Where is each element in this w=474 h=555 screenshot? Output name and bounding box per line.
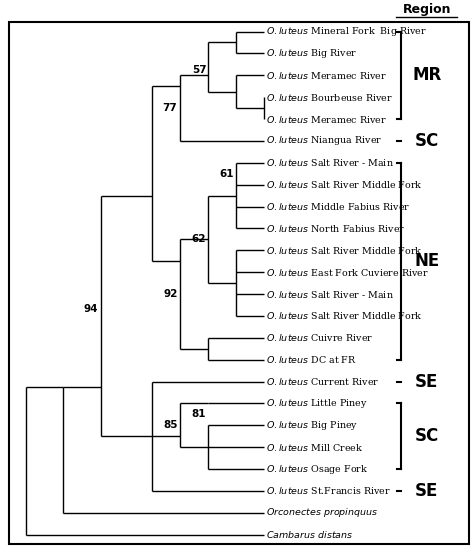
Text: $\mathit{O.luteus}$ Middle Fabius River: $\mathit{O.luteus}$ Middle Fabius River <box>265 201 410 212</box>
Text: 81: 81 <box>192 410 206 420</box>
Text: 61: 61 <box>220 169 234 179</box>
Text: SE: SE <box>415 482 438 500</box>
Text: $\mathit{O.luteus}$ Meramec River: $\mathit{O.luteus}$ Meramec River <box>265 70 386 81</box>
Text: SC: SC <box>415 132 439 150</box>
Text: $\mathit{O.luteus}$ Osage Fork: $\mathit{O.luteus}$ Osage Fork <box>265 462 368 476</box>
Text: $\mathit{O.luteus}$ Mill Creek: $\mathit{O.luteus}$ Mill Creek <box>265 442 363 453</box>
Text: $\mathit{O.luteus}$ North Fabius River: $\mathit{O.luteus}$ North Fabius River <box>265 223 405 234</box>
Text: $\mathit{O.luteus}$ Meramec River: $\mathit{O.luteus}$ Meramec River <box>265 114 386 124</box>
Text: $\mathit{O.luteus}$ Salt River Middle Fork: $\mathit{O.luteus}$ Salt River Middle Fo… <box>265 310 422 321</box>
Text: SC: SC <box>415 427 439 445</box>
Text: $\mathit{O.luteus}$ Current River: $\mathit{O.luteus}$ Current River <box>265 376 379 387</box>
Text: $\mathit{O.luteus}$ Niangua River: $\mathit{O.luteus}$ Niangua River <box>265 134 382 148</box>
Text: $\mathit{O.luteus}$ Bourbeuse River: $\mathit{O.luteus}$ Bourbeuse River <box>265 92 392 103</box>
Text: $\mathit{O.luteus}$ St.Francis River: $\mathit{O.luteus}$ St.Francis River <box>265 486 390 497</box>
Text: MR: MR <box>412 66 441 84</box>
Text: $\mathit{O.luteus}$ Little Piney: $\mathit{O.luteus}$ Little Piney <box>265 397 367 410</box>
Text: $\mathit{O.luteus}$ Salt River - Main: $\mathit{O.luteus}$ Salt River - Main <box>265 157 393 168</box>
Text: $\mathit{Orconectes\ propinquus}$: $\mathit{Orconectes\ propinquus}$ <box>265 506 378 519</box>
Text: 85: 85 <box>163 420 177 430</box>
Text: 57: 57 <box>191 65 206 75</box>
Text: $\mathit{O.luteus}$ Cuivre River: $\mathit{O.luteus}$ Cuivre River <box>265 332 373 344</box>
Text: $\mathit{O.luteus}$ Salt River Middle Fork: $\mathit{O.luteus}$ Salt River Middle Fo… <box>265 179 422 190</box>
Text: $\mathit{O.luteus}$ East Fork Cuviere River: $\mathit{O.luteus}$ East Fork Cuviere Ri… <box>265 267 428 278</box>
Text: $\mathit{Cambarus\ distans}$: $\mathit{Cambarus\ distans}$ <box>265 529 353 540</box>
Text: Region: Region <box>402 3 451 16</box>
Text: 77: 77 <box>163 103 177 113</box>
Text: $\mathit{O.luteus}$ DC at FR: $\mathit{O.luteus}$ DC at FR <box>265 354 356 365</box>
Text: $\mathit{O.luteus}$ Mineral Fork  Big River: $\mathit{O.luteus}$ Mineral Fork Big Riv… <box>265 25 426 38</box>
Text: 62: 62 <box>191 234 205 244</box>
Text: 92: 92 <box>163 289 177 299</box>
Text: $\mathit{O.luteus}$ Salt River Middle Fork: $\mathit{O.luteus}$ Salt River Middle Fo… <box>265 245 422 256</box>
Text: $\mathit{O.luteus}$ Salt River - Main: $\mathit{O.luteus}$ Salt River - Main <box>265 289 393 300</box>
Text: SE: SE <box>415 372 438 391</box>
Text: $\mathit{O.luteus}$ Big Piney: $\mathit{O.luteus}$ Big Piney <box>265 419 358 432</box>
Text: NE: NE <box>414 253 439 270</box>
Text: $\mathit{O.luteus}$ Big River: $\mathit{O.luteus}$ Big River <box>265 47 357 60</box>
Text: 94: 94 <box>84 304 98 314</box>
